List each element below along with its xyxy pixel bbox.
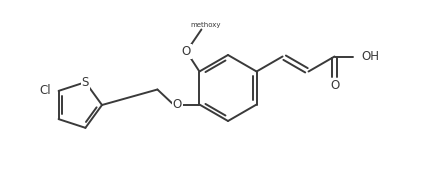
Text: S: S bbox=[82, 76, 89, 89]
Text: O: O bbox=[182, 45, 191, 58]
Text: O: O bbox=[173, 98, 182, 111]
Text: OH: OH bbox=[361, 50, 380, 63]
Text: O: O bbox=[330, 79, 339, 92]
Text: Cl: Cl bbox=[40, 84, 51, 97]
Text: methoxy: methoxy bbox=[190, 22, 221, 27]
